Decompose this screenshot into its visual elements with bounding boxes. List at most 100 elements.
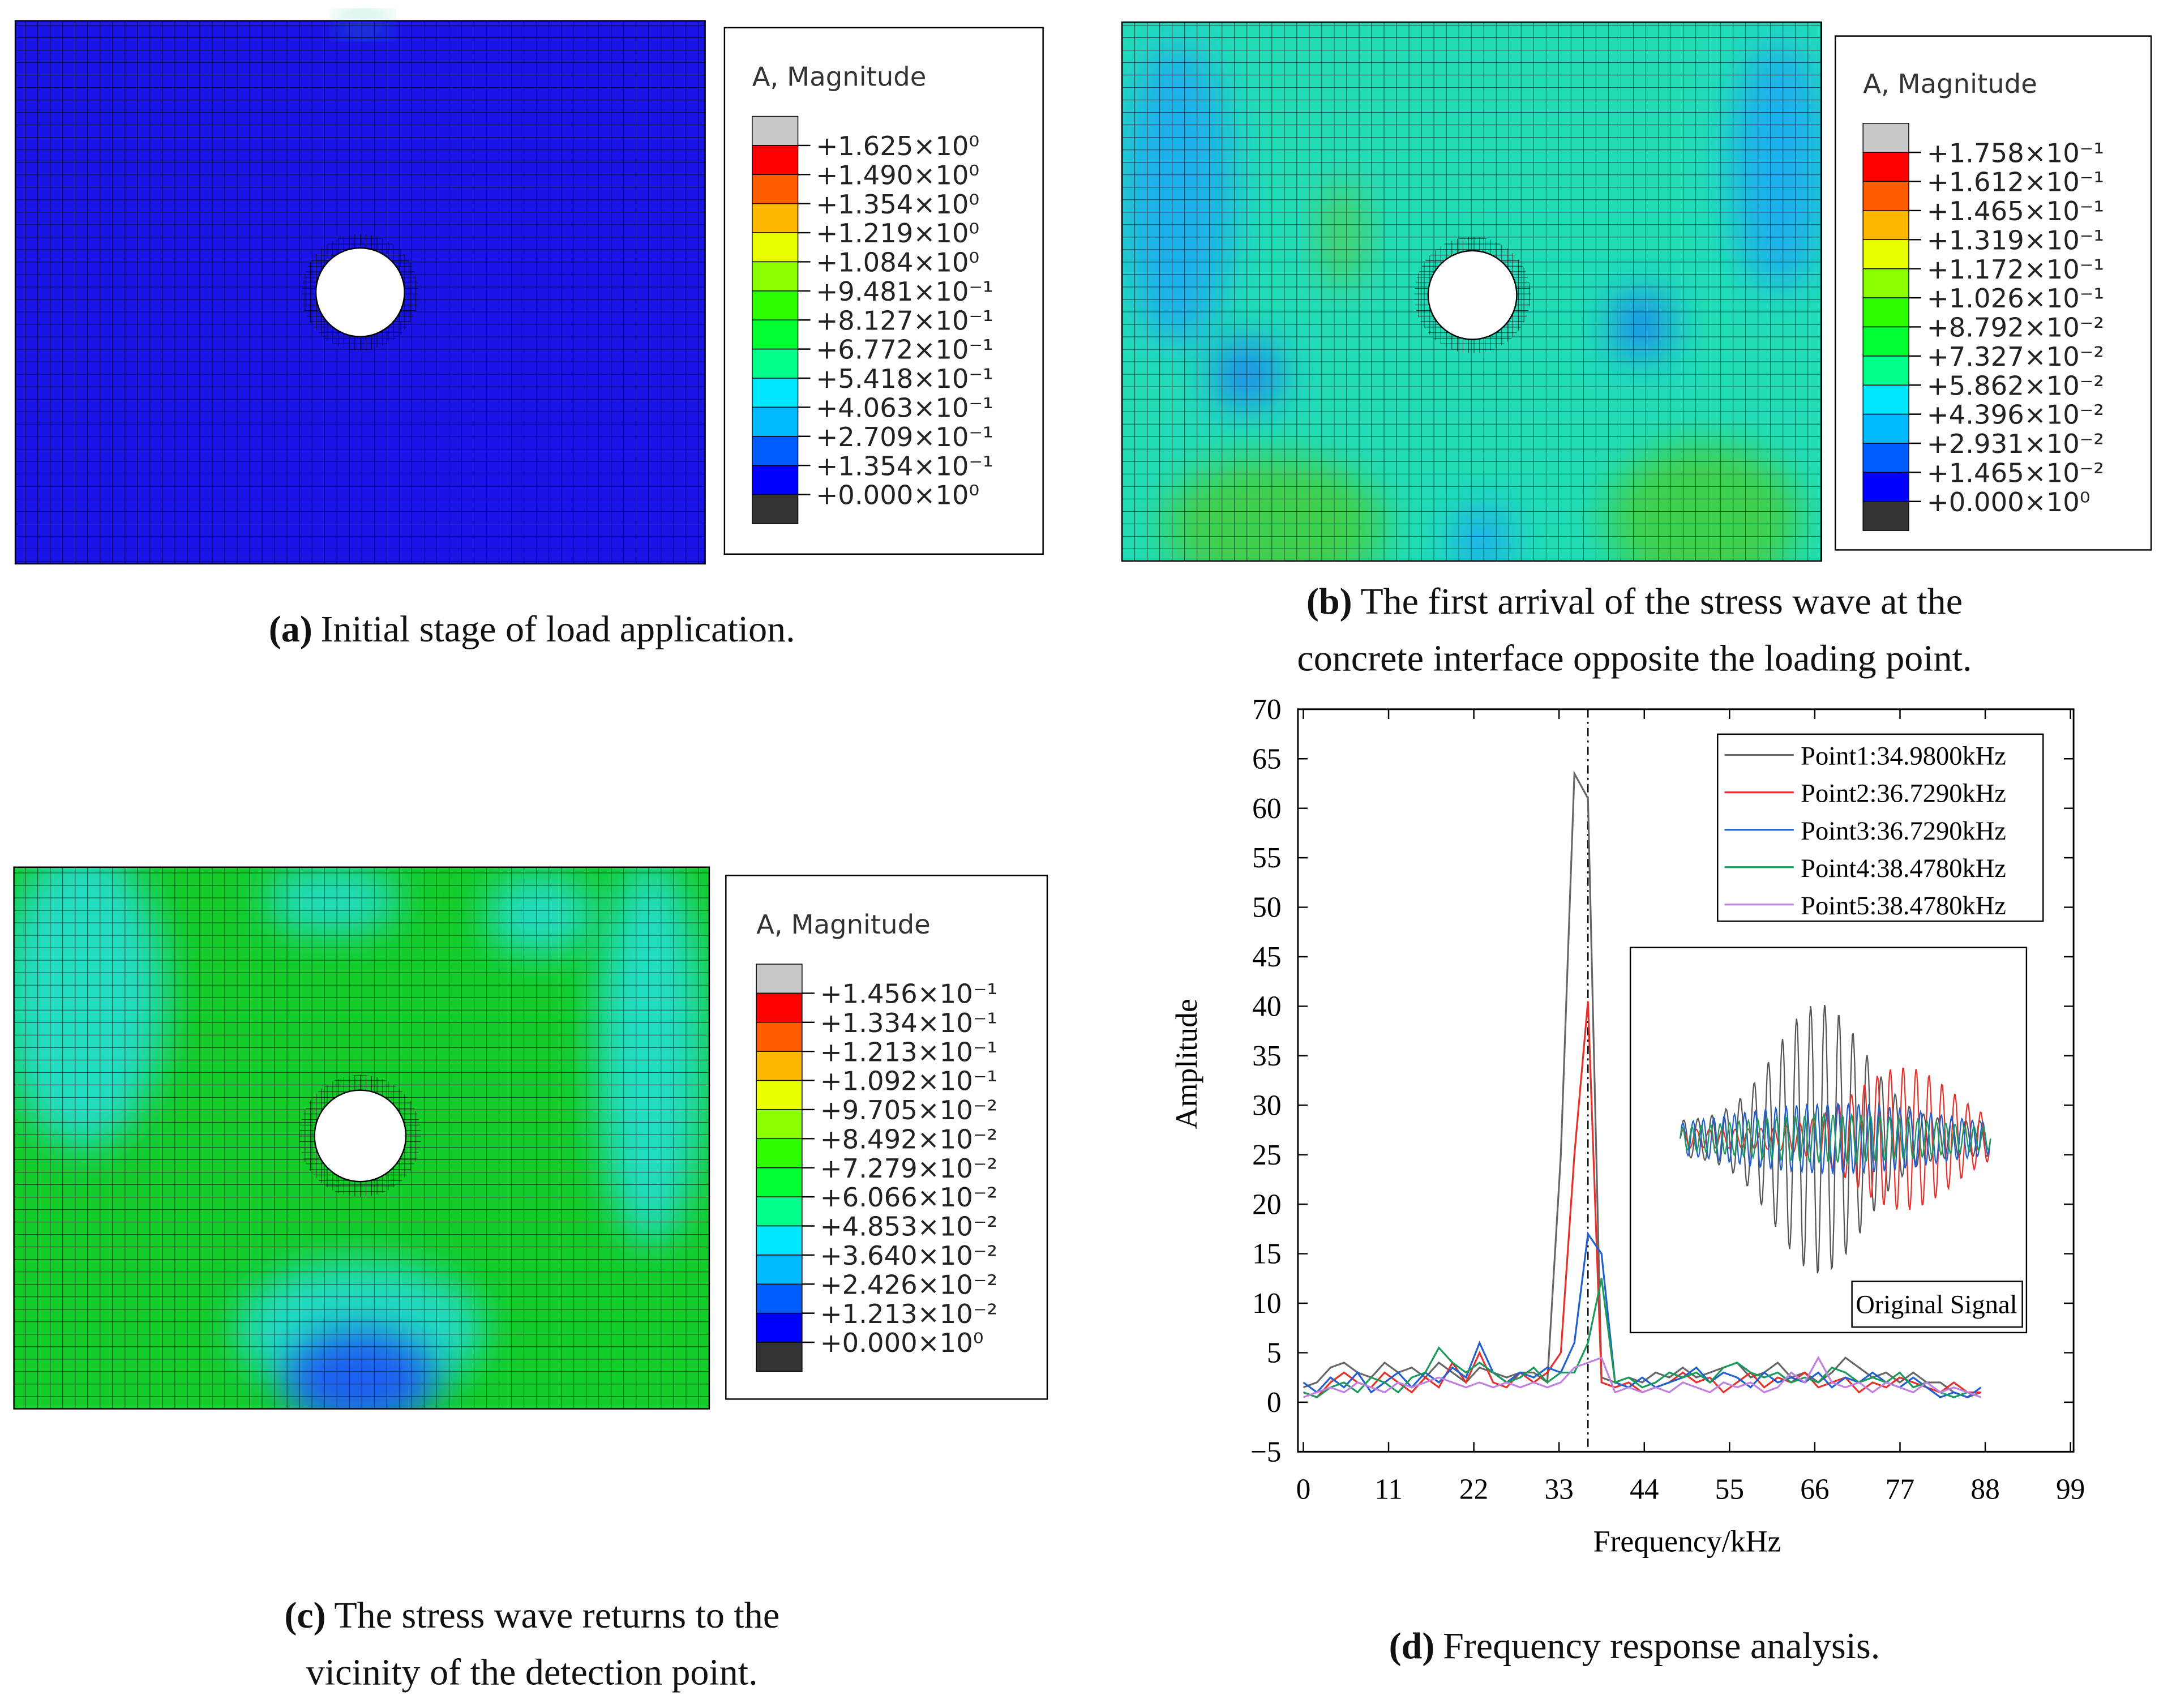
legend-title: A, Magnitude xyxy=(752,62,927,92)
x-axis-label: Frequency/kHz xyxy=(1593,1525,1781,1559)
legend-swatch xyxy=(756,1283,803,1314)
y-tick-label: 5 xyxy=(1267,1337,1282,1369)
y-tick-label: 70 xyxy=(1252,694,1281,726)
legend-swatch xyxy=(1862,356,1909,386)
caption: (c) The stress wave returns to the xyxy=(284,1595,779,1636)
legend-swatch xyxy=(1862,384,1909,415)
legend-level: +5.862×10⁻² xyxy=(1927,370,2104,401)
legend-level: +1.172×10⁻¹ xyxy=(1927,254,2104,285)
legend-level: +1.490×10⁰ xyxy=(816,160,979,190)
y-tick-label: 50 xyxy=(1252,892,1281,924)
legend-swatch xyxy=(756,1051,803,1081)
legend-level: +9.481×10⁻¹ xyxy=(816,276,993,307)
y-tick-label: 60 xyxy=(1252,793,1281,825)
y-tick-label: 20 xyxy=(1252,1188,1281,1221)
caption-text: The first arrival of the stress wave at … xyxy=(1360,581,1963,622)
legend-swatch xyxy=(1862,443,1909,473)
legend-swatch xyxy=(756,1196,803,1227)
legend-swatch xyxy=(752,465,799,495)
plot-frame xyxy=(1297,708,2075,1453)
contour-field xyxy=(14,16,706,565)
caption-text: Frequency response analysis. xyxy=(1443,1625,1880,1667)
legend-level: +1.213×10⁻² xyxy=(820,1299,997,1329)
y-tick-label: 15 xyxy=(1252,1238,1281,1270)
series-line xyxy=(1303,1278,1982,1398)
series-line xyxy=(1303,1231,1982,1398)
legend-level: +1.465×10⁻¹ xyxy=(1927,196,2104,226)
legend-level: +1.334×10⁻¹ xyxy=(820,1008,997,1038)
legend-level: +1.456×10⁻¹ xyxy=(820,979,997,1009)
series-line xyxy=(1303,770,1982,1398)
legend-label: Point1:34.9800kHz xyxy=(1801,742,2006,771)
y-tick-label: 45 xyxy=(1252,941,1281,973)
legend-swatch xyxy=(752,406,799,437)
caption-text: concrete interface opposite the loading … xyxy=(1297,637,1972,679)
legend-level: +2.426×10⁻² xyxy=(820,1269,997,1300)
legend-swatch xyxy=(1862,297,1909,328)
legend-level: +8.792×10⁻² xyxy=(1927,313,2104,343)
y-tick-label: 0 xyxy=(1267,1386,1282,1419)
legend-swatch xyxy=(752,378,799,408)
legend-swatch xyxy=(756,1080,803,1110)
x-tick-label: 77 xyxy=(1886,1474,1914,1506)
series-line xyxy=(1303,1355,1982,1398)
inset-label-box xyxy=(1851,1281,2023,1328)
contour-field xyxy=(1121,21,1823,562)
legend-level: +1.465×10⁻² xyxy=(1927,458,2104,489)
legend-swatch xyxy=(752,174,799,204)
legend-level: +0.000×10⁰ xyxy=(1927,487,2090,517)
legend-level: +1.026×10⁻¹ xyxy=(1927,283,2104,314)
legend-swatch xyxy=(1862,123,1909,153)
caption-label: (a) xyxy=(269,609,312,650)
legend-swatch xyxy=(756,992,803,1023)
x-tick-label: 44 xyxy=(1630,1474,1659,1506)
legend-swatch xyxy=(752,145,799,175)
y-tick-label: 35 xyxy=(1252,1040,1281,1072)
legend-box xyxy=(1717,733,2044,922)
legend-level: +2.931×10⁻² xyxy=(1927,429,2104,459)
legend-level: +4.853×10⁻² xyxy=(820,1212,997,1242)
legend-swatch xyxy=(1862,210,1909,241)
legend-level: +7.279×10⁻² xyxy=(820,1153,997,1184)
legend-level: +1.354×10⁰ xyxy=(816,189,979,220)
y-tick-label: −5 xyxy=(1250,1436,1282,1468)
x-tick-label: 0 xyxy=(1296,1474,1311,1506)
inset-label: Original Signal xyxy=(1856,1291,2017,1320)
x-tick-label: 22 xyxy=(1459,1474,1488,1506)
legend-level: +8.492×10⁻² xyxy=(820,1124,997,1154)
legend-label: Point3:36.7290kHz xyxy=(1801,817,2006,846)
legend-swatch xyxy=(756,1138,803,1168)
legend-level: +1.084×10⁰ xyxy=(816,247,979,278)
contour-field xyxy=(13,866,710,1410)
legend-swatch xyxy=(1862,239,1909,269)
y-tick-label: 25 xyxy=(1252,1139,1281,1171)
legend-swatch xyxy=(752,290,799,320)
x-tick-label: 11 xyxy=(1374,1474,1402,1506)
legend-level: +1.213×10⁻¹ xyxy=(820,1037,997,1067)
legend-level: +0.000×10⁰ xyxy=(816,480,979,511)
caption: (a) Initial stage of load application. xyxy=(269,609,795,650)
caption-text: The stress wave returns to the xyxy=(334,1595,779,1636)
y-axis-label: Amplitude xyxy=(1169,999,1203,1129)
legend-swatch xyxy=(756,1255,803,1285)
legend-swatch xyxy=(1862,152,1909,182)
legend-level: +1.219×10⁰ xyxy=(816,218,979,249)
legend-swatch xyxy=(1862,472,1909,502)
y-tick-label: 55 xyxy=(1252,842,1281,874)
legend-swatch xyxy=(756,1312,803,1343)
legend-swatch xyxy=(756,1022,803,1052)
legend-level: +4.396×10⁻² xyxy=(1927,400,2104,430)
inset-signal xyxy=(1680,1112,1991,1165)
legend-swatch xyxy=(756,1109,803,1140)
legend-level: +1.612×10⁻¹ xyxy=(1927,167,2104,198)
y-tick-label: 40 xyxy=(1252,991,1281,1023)
legend-swatch xyxy=(752,115,799,146)
legend-level: +1.758×10⁻¹ xyxy=(1927,138,2104,168)
legend-swatch xyxy=(1862,501,1909,531)
x-tick-label: 66 xyxy=(1800,1474,1829,1506)
caption-label: (c) xyxy=(284,1595,325,1636)
legend-level: +1.625×10⁰ xyxy=(816,131,979,161)
caption: (d) Frequency response analysis. xyxy=(1389,1625,1880,1667)
